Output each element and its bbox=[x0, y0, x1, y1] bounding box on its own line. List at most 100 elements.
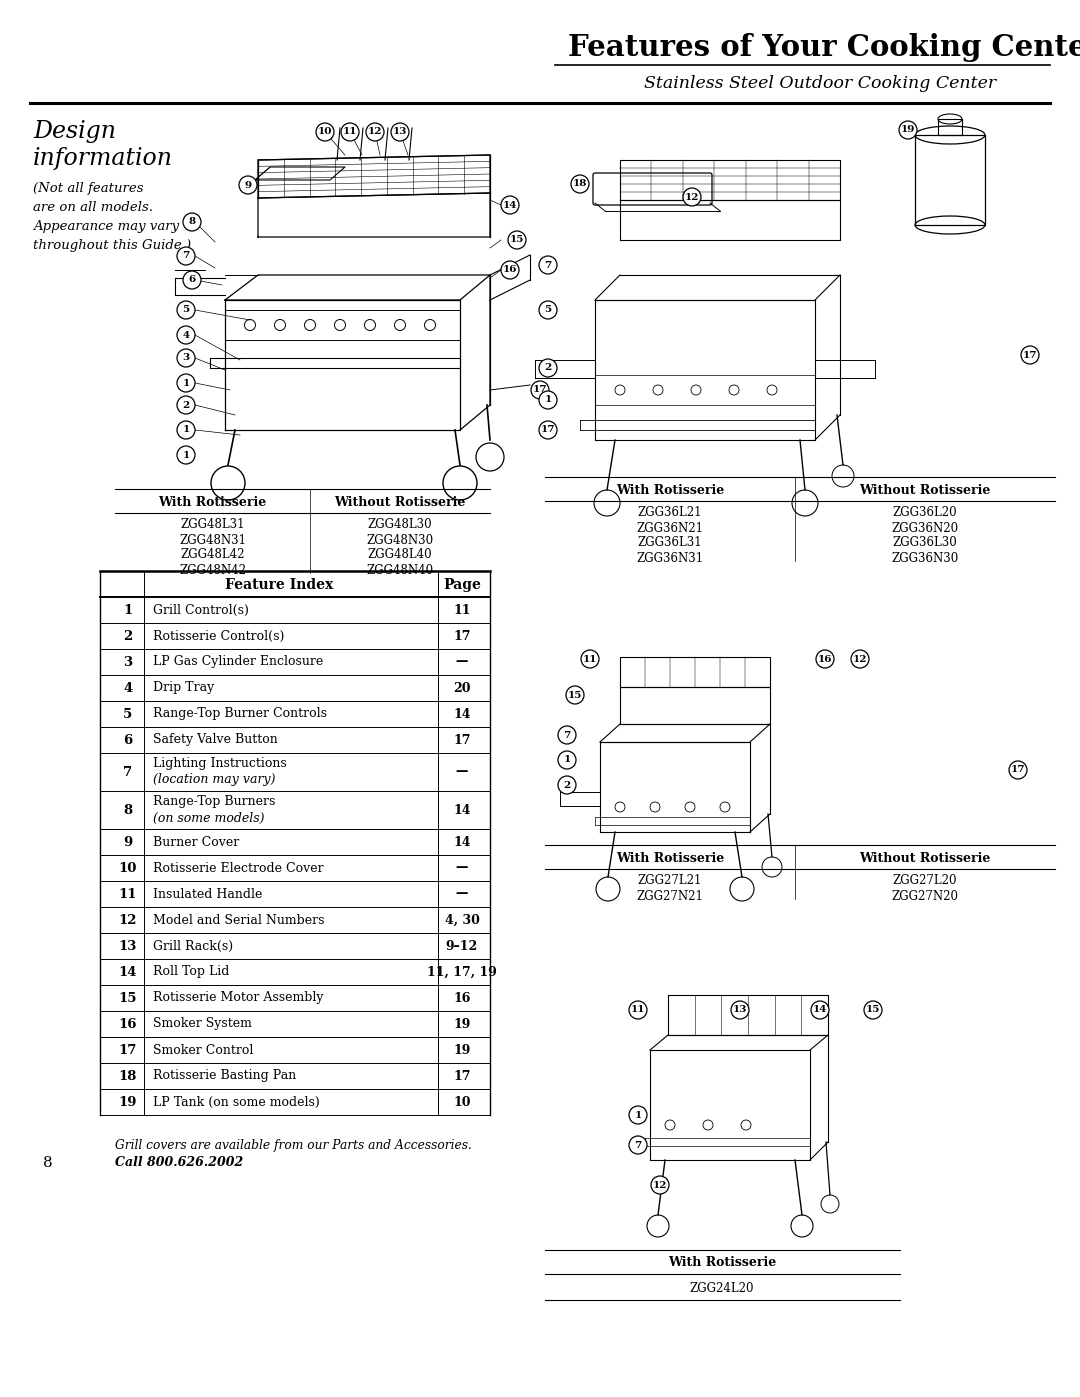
Circle shape bbox=[651, 1176, 669, 1194]
Text: 4: 4 bbox=[123, 682, 133, 694]
Text: 12: 12 bbox=[368, 127, 382, 137]
Circle shape bbox=[864, 1002, 882, 1018]
Text: 18: 18 bbox=[572, 179, 588, 189]
Circle shape bbox=[391, 123, 409, 141]
Text: ZGG27N20: ZGG27N20 bbox=[891, 890, 959, 902]
Text: Without Rotisserie: Without Rotisserie bbox=[860, 852, 990, 865]
Text: —: — bbox=[456, 887, 469, 901]
Text: 17: 17 bbox=[532, 386, 548, 394]
Text: ZGG48N42: ZGG48N42 bbox=[179, 563, 246, 577]
Text: 17: 17 bbox=[541, 426, 555, 434]
Text: 8: 8 bbox=[123, 803, 133, 816]
Text: 3: 3 bbox=[123, 655, 133, 669]
Text: 17: 17 bbox=[1011, 766, 1025, 774]
Text: Roll Top Lid: Roll Top Lid bbox=[153, 965, 229, 978]
Text: 16: 16 bbox=[454, 992, 471, 1004]
Circle shape bbox=[558, 752, 576, 768]
Circle shape bbox=[239, 176, 257, 194]
Circle shape bbox=[177, 446, 195, 464]
Text: 9: 9 bbox=[123, 835, 133, 848]
Text: 7: 7 bbox=[564, 731, 570, 739]
Text: 10: 10 bbox=[318, 127, 333, 137]
Text: ZGG48L31: ZGG48L31 bbox=[180, 518, 245, 531]
Text: ZGG48L42: ZGG48L42 bbox=[180, 549, 245, 562]
Text: Rotisserie Basting Pan: Rotisserie Basting Pan bbox=[153, 1070, 296, 1083]
Text: information: information bbox=[33, 147, 173, 170]
Text: 1: 1 bbox=[123, 604, 133, 616]
Text: 7: 7 bbox=[183, 251, 190, 260]
Circle shape bbox=[558, 726, 576, 745]
Circle shape bbox=[531, 381, 549, 400]
Text: Safety Valve Button: Safety Valve Button bbox=[153, 733, 278, 746]
Text: Page: Page bbox=[443, 578, 481, 592]
Circle shape bbox=[501, 196, 519, 214]
Circle shape bbox=[177, 326, 195, 344]
Text: Grill Rack(s): Grill Rack(s) bbox=[153, 940, 233, 953]
Text: —: — bbox=[456, 655, 469, 669]
Text: 12: 12 bbox=[119, 914, 137, 926]
Text: 8: 8 bbox=[188, 218, 195, 226]
Text: 10: 10 bbox=[119, 862, 137, 875]
Circle shape bbox=[501, 261, 519, 279]
Text: 2: 2 bbox=[183, 401, 190, 409]
Text: 5: 5 bbox=[544, 306, 552, 314]
Text: 11: 11 bbox=[583, 655, 597, 664]
Text: 13: 13 bbox=[119, 940, 137, 953]
Text: LP Gas Cylinder Enclosure: LP Gas Cylinder Enclosure bbox=[153, 655, 323, 669]
Circle shape bbox=[539, 256, 557, 274]
Text: 14: 14 bbox=[119, 965, 137, 978]
Text: ZGG48N31: ZGG48N31 bbox=[179, 534, 246, 546]
Text: ZGG48L40: ZGG48L40 bbox=[367, 549, 432, 562]
Text: Grill covers are available from our Parts and Accessories.: Grill covers are available from our Part… bbox=[114, 1139, 472, 1151]
Text: 2: 2 bbox=[544, 363, 552, 373]
Text: ZGG24L20: ZGG24L20 bbox=[690, 1281, 754, 1295]
Text: Rotisserie Control(s): Rotisserie Control(s) bbox=[153, 630, 284, 643]
Text: ZGG27N21: ZGG27N21 bbox=[636, 890, 703, 902]
Text: 17: 17 bbox=[119, 1044, 137, 1056]
Text: Without Rotisserie: Without Rotisserie bbox=[860, 483, 990, 496]
Text: 14: 14 bbox=[454, 803, 471, 816]
Text: 3: 3 bbox=[183, 353, 190, 362]
Bar bbox=[915, 136, 985, 225]
Text: Range-Top Burner Controls: Range-Top Burner Controls bbox=[153, 707, 327, 721]
Text: 11: 11 bbox=[631, 1006, 645, 1014]
Text: 5: 5 bbox=[183, 306, 190, 314]
Text: ZGG36L31: ZGG36L31 bbox=[637, 536, 702, 549]
Text: With Rotisserie: With Rotisserie bbox=[159, 496, 267, 509]
Text: 19: 19 bbox=[119, 1095, 137, 1108]
Text: ZGG36L30: ZGG36L30 bbox=[893, 536, 957, 549]
Text: Feature Index: Feature Index bbox=[225, 578, 333, 592]
Circle shape bbox=[177, 374, 195, 393]
Circle shape bbox=[851, 650, 869, 668]
Circle shape bbox=[683, 189, 701, 205]
Circle shape bbox=[816, 650, 834, 668]
Text: Features of Your Cooking Center: Features of Your Cooking Center bbox=[568, 34, 1080, 63]
Text: 15: 15 bbox=[866, 1006, 880, 1014]
Text: 7: 7 bbox=[634, 1140, 642, 1150]
Text: 2: 2 bbox=[123, 630, 133, 643]
Text: Rotisserie Motor Assembly: Rotisserie Motor Assembly bbox=[153, 992, 324, 1004]
Text: 6: 6 bbox=[188, 275, 195, 285]
Text: 17: 17 bbox=[454, 733, 471, 746]
Circle shape bbox=[581, 650, 599, 668]
Text: Design: Design bbox=[33, 120, 116, 142]
Circle shape bbox=[539, 359, 557, 377]
Text: 15: 15 bbox=[510, 236, 524, 244]
Text: Grill Control(s): Grill Control(s) bbox=[153, 604, 248, 616]
Text: Model and Serial Numbers: Model and Serial Numbers bbox=[153, 914, 324, 926]
Bar bbox=[939, 119, 962, 136]
Circle shape bbox=[566, 686, 584, 704]
Text: 12: 12 bbox=[853, 655, 867, 664]
Circle shape bbox=[1021, 346, 1039, 365]
Circle shape bbox=[558, 775, 576, 793]
Circle shape bbox=[571, 175, 589, 193]
Text: ZGG27L21: ZGG27L21 bbox=[638, 875, 702, 887]
Text: 2: 2 bbox=[564, 781, 570, 789]
Text: 18: 18 bbox=[119, 1070, 137, 1083]
Text: 9–12: 9–12 bbox=[446, 940, 478, 953]
Text: 16: 16 bbox=[503, 265, 517, 274]
Text: 9: 9 bbox=[244, 180, 252, 190]
Text: 16: 16 bbox=[119, 1017, 137, 1031]
Circle shape bbox=[731, 1002, 750, 1018]
Text: Smoker System: Smoker System bbox=[153, 1017, 252, 1031]
